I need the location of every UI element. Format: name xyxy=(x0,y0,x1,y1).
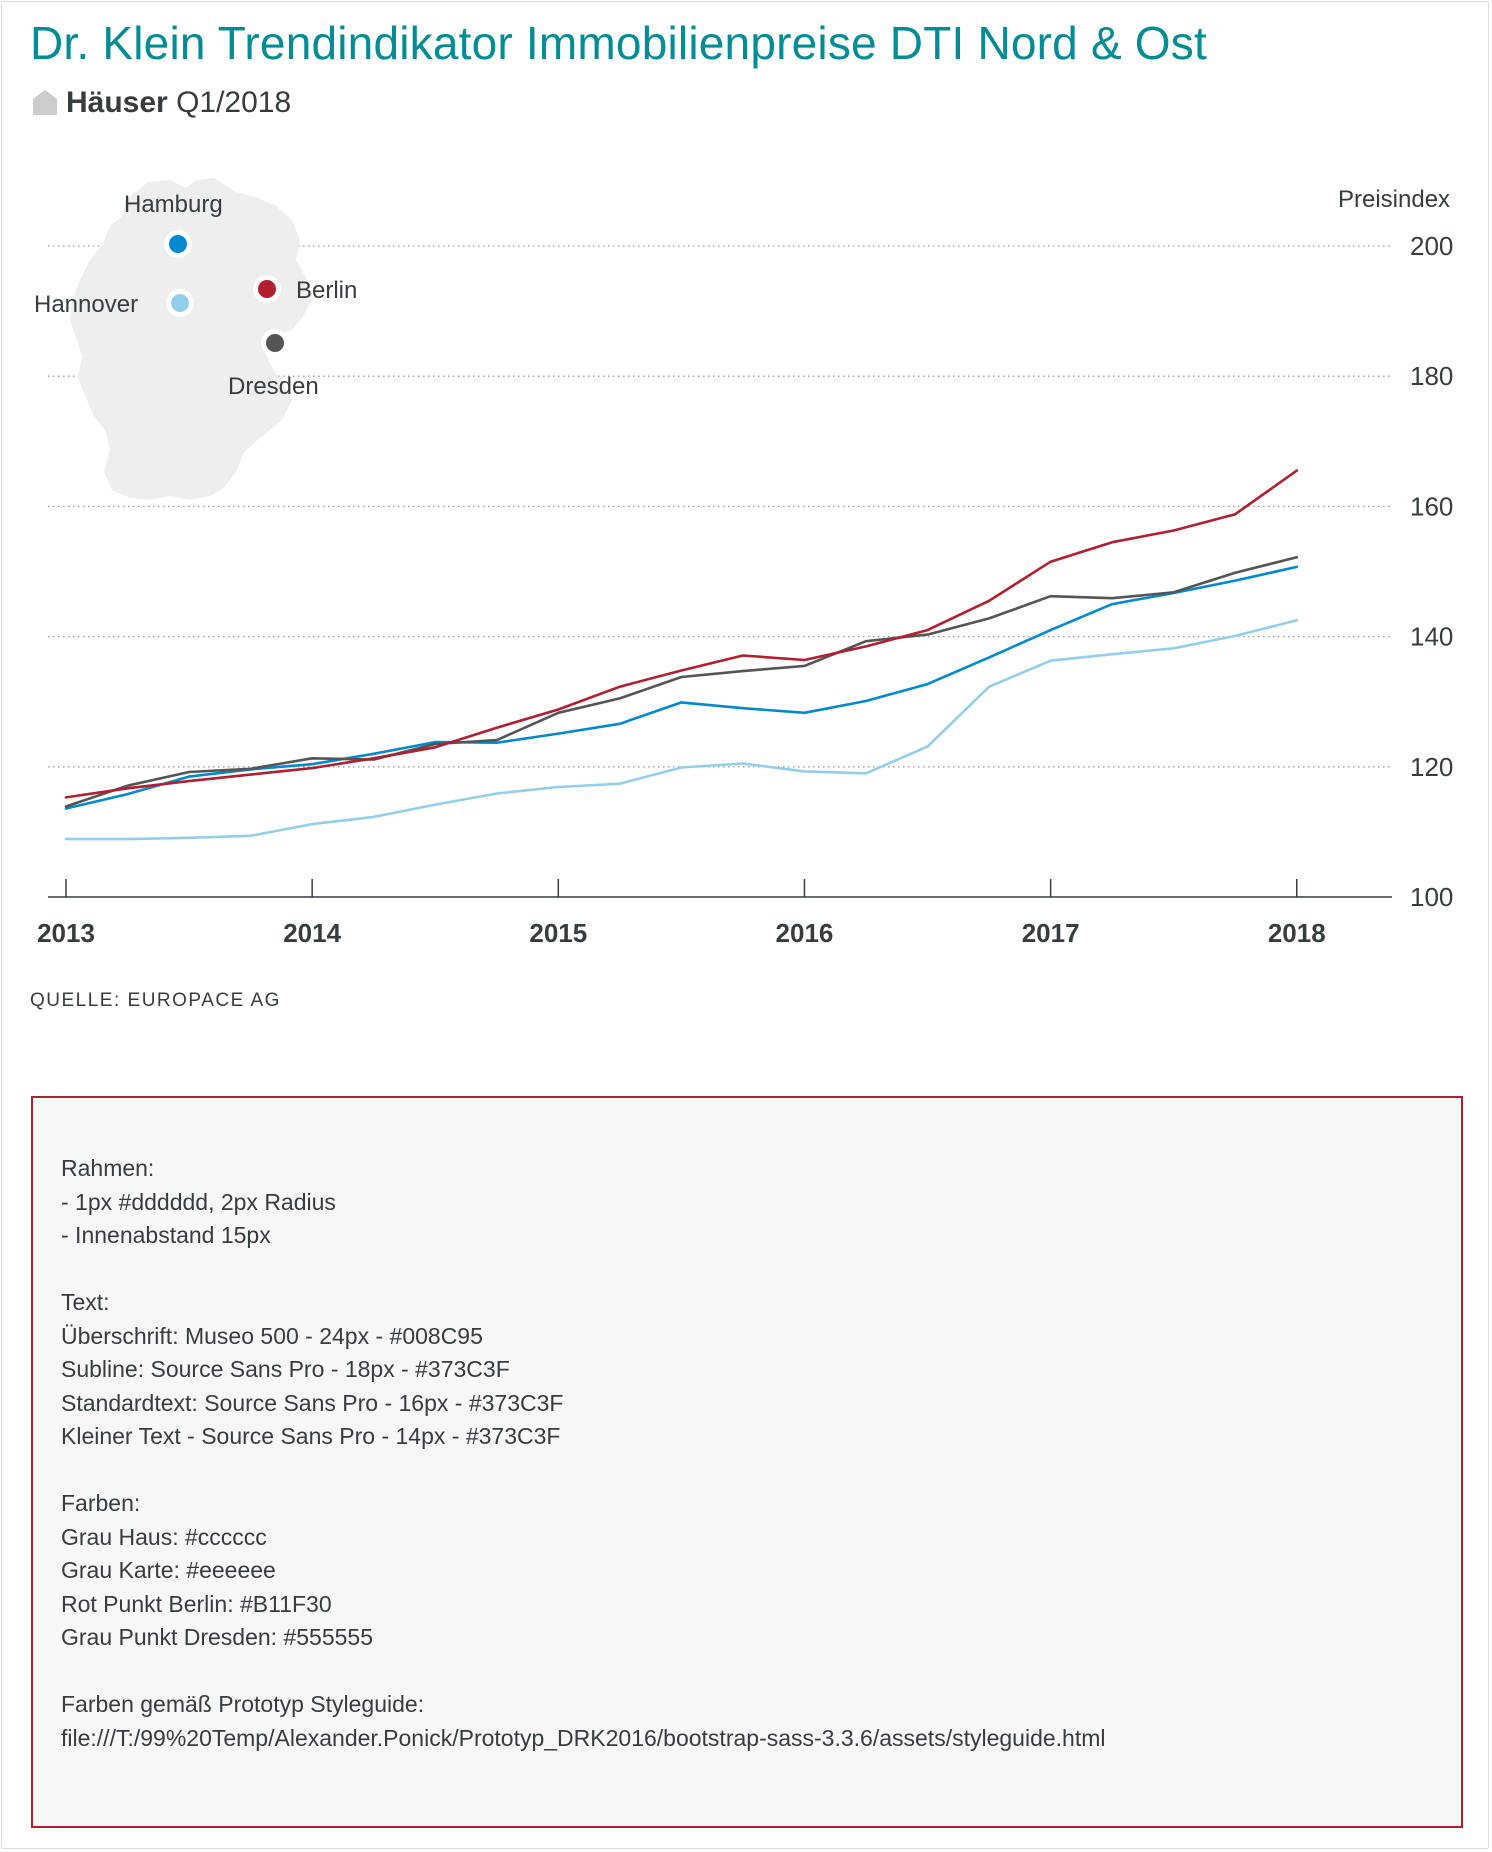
series-line-hamburg xyxy=(64,565,1299,810)
y-tick-label-180: 180 xyxy=(1410,361,1453,391)
germany-map: Hamburg Hannover Berlin Dresden xyxy=(34,178,357,500)
map-label-dresden: Dresden xyxy=(228,373,319,400)
subline-period: Q1/2018 xyxy=(176,86,292,119)
notes-line: Grau Karte: #eeeeee xyxy=(61,1557,276,1583)
x-tick-label-2016: 2016 xyxy=(776,918,834,948)
series-line-hannover xyxy=(64,618,1299,841)
series-line-berlin xyxy=(64,469,1299,799)
x-tick-label-2017: 2017 xyxy=(1022,918,1080,948)
x-tick-label-2014: 2014 xyxy=(283,918,341,948)
subline: Häuser Q1/2018 xyxy=(32,86,291,120)
notes-line: - 1px #dddddd, 2px Radius xyxy=(61,1188,336,1215)
grid-layer xyxy=(48,245,1392,768)
page-title: Dr. Klein Trendindikator Immobilienpreis… xyxy=(30,17,1207,69)
y-tick-label-140: 140 xyxy=(1410,622,1453,652)
berlin-dot xyxy=(258,280,276,298)
y-tick-label-160: 160 xyxy=(1410,491,1453,521)
x-tick-label-2015: 2015 xyxy=(529,918,587,948)
series-line-dresden xyxy=(64,555,1299,808)
map-label-berlin: Berlin xyxy=(296,277,357,304)
notes-line: Überschrift: Museo 500 - 24px - #008C95 xyxy=(61,1322,483,1349)
hannover-dot xyxy=(171,294,189,312)
line-chart: Hamburg Hannover Berlin Dresden 100 120 14… xyxy=(34,178,1453,948)
map-label-hannover: Hannover xyxy=(34,291,138,318)
dresden-dot xyxy=(266,334,284,352)
y-tick-label-200: 200 xyxy=(1410,231,1453,261)
x-tick-label-2018: 2018 xyxy=(1268,918,1326,948)
map-label-hamburg: Hamburg xyxy=(124,191,223,218)
style-notes-box: Rahmen: - 1px #dddddd, 2px Radius - Innena… xyxy=(31,1096,1463,1828)
notes-line: Subline: Source Sans Pro - 18px - #373C3… xyxy=(61,1356,510,1382)
house-icon xyxy=(33,90,57,115)
map-marker-hamburg xyxy=(164,230,192,258)
hamburg-dot xyxy=(169,235,187,253)
notes-line: Farben gemäß Prototyp Styleguide: xyxy=(61,1691,425,1717)
x-tick-label-2013: 2013 xyxy=(37,918,95,948)
notes-line xyxy=(61,1454,1433,1488)
notes-line xyxy=(61,1253,1433,1287)
notes-line: Standardtext: Source Sans Pro - 16px - #… xyxy=(61,1389,564,1416)
subline-type: Häuser xyxy=(66,86,168,119)
notes-line: file:///T:/99%20Temp/Alexander.Ponick/Pr… xyxy=(61,1724,1106,1751)
map-marker-hannover xyxy=(166,289,194,317)
germany-map-shape xyxy=(70,178,312,500)
y-axis-label: Preisindex xyxy=(1338,186,1450,213)
y-tick-label-120: 120 xyxy=(1410,752,1453,782)
map-marker-dresden xyxy=(261,329,289,357)
axis-layer: 100 120 140 160 180 200 Preisindex 2013 2014 2015… xyxy=(37,186,1453,948)
notes-line: Rot Punkt Berlin: #B11F30 xyxy=(61,1590,332,1617)
y-tick-label-100: 100 xyxy=(1410,882,1453,912)
notes-line: Text: xyxy=(61,1289,110,1315)
notes-line: Farben: xyxy=(61,1490,141,1516)
notes-line: Kleiner Text - Source Sans Pro - 14px - … xyxy=(61,1423,561,1449)
notes-line: - Innenabstand 15px xyxy=(61,1222,271,1248)
notes-line: Grau Haus: #cccccc xyxy=(61,1523,267,1550)
notes-line xyxy=(61,1655,1433,1689)
source-note: QUELLE: EUROPACE AG xyxy=(30,990,281,1011)
series-layer xyxy=(64,469,1299,841)
notes-line: Grau Punkt Dresden: #555555 xyxy=(61,1624,373,1650)
notes-line: Rahmen: xyxy=(61,1155,155,1181)
map-marker-berlin xyxy=(253,275,281,303)
